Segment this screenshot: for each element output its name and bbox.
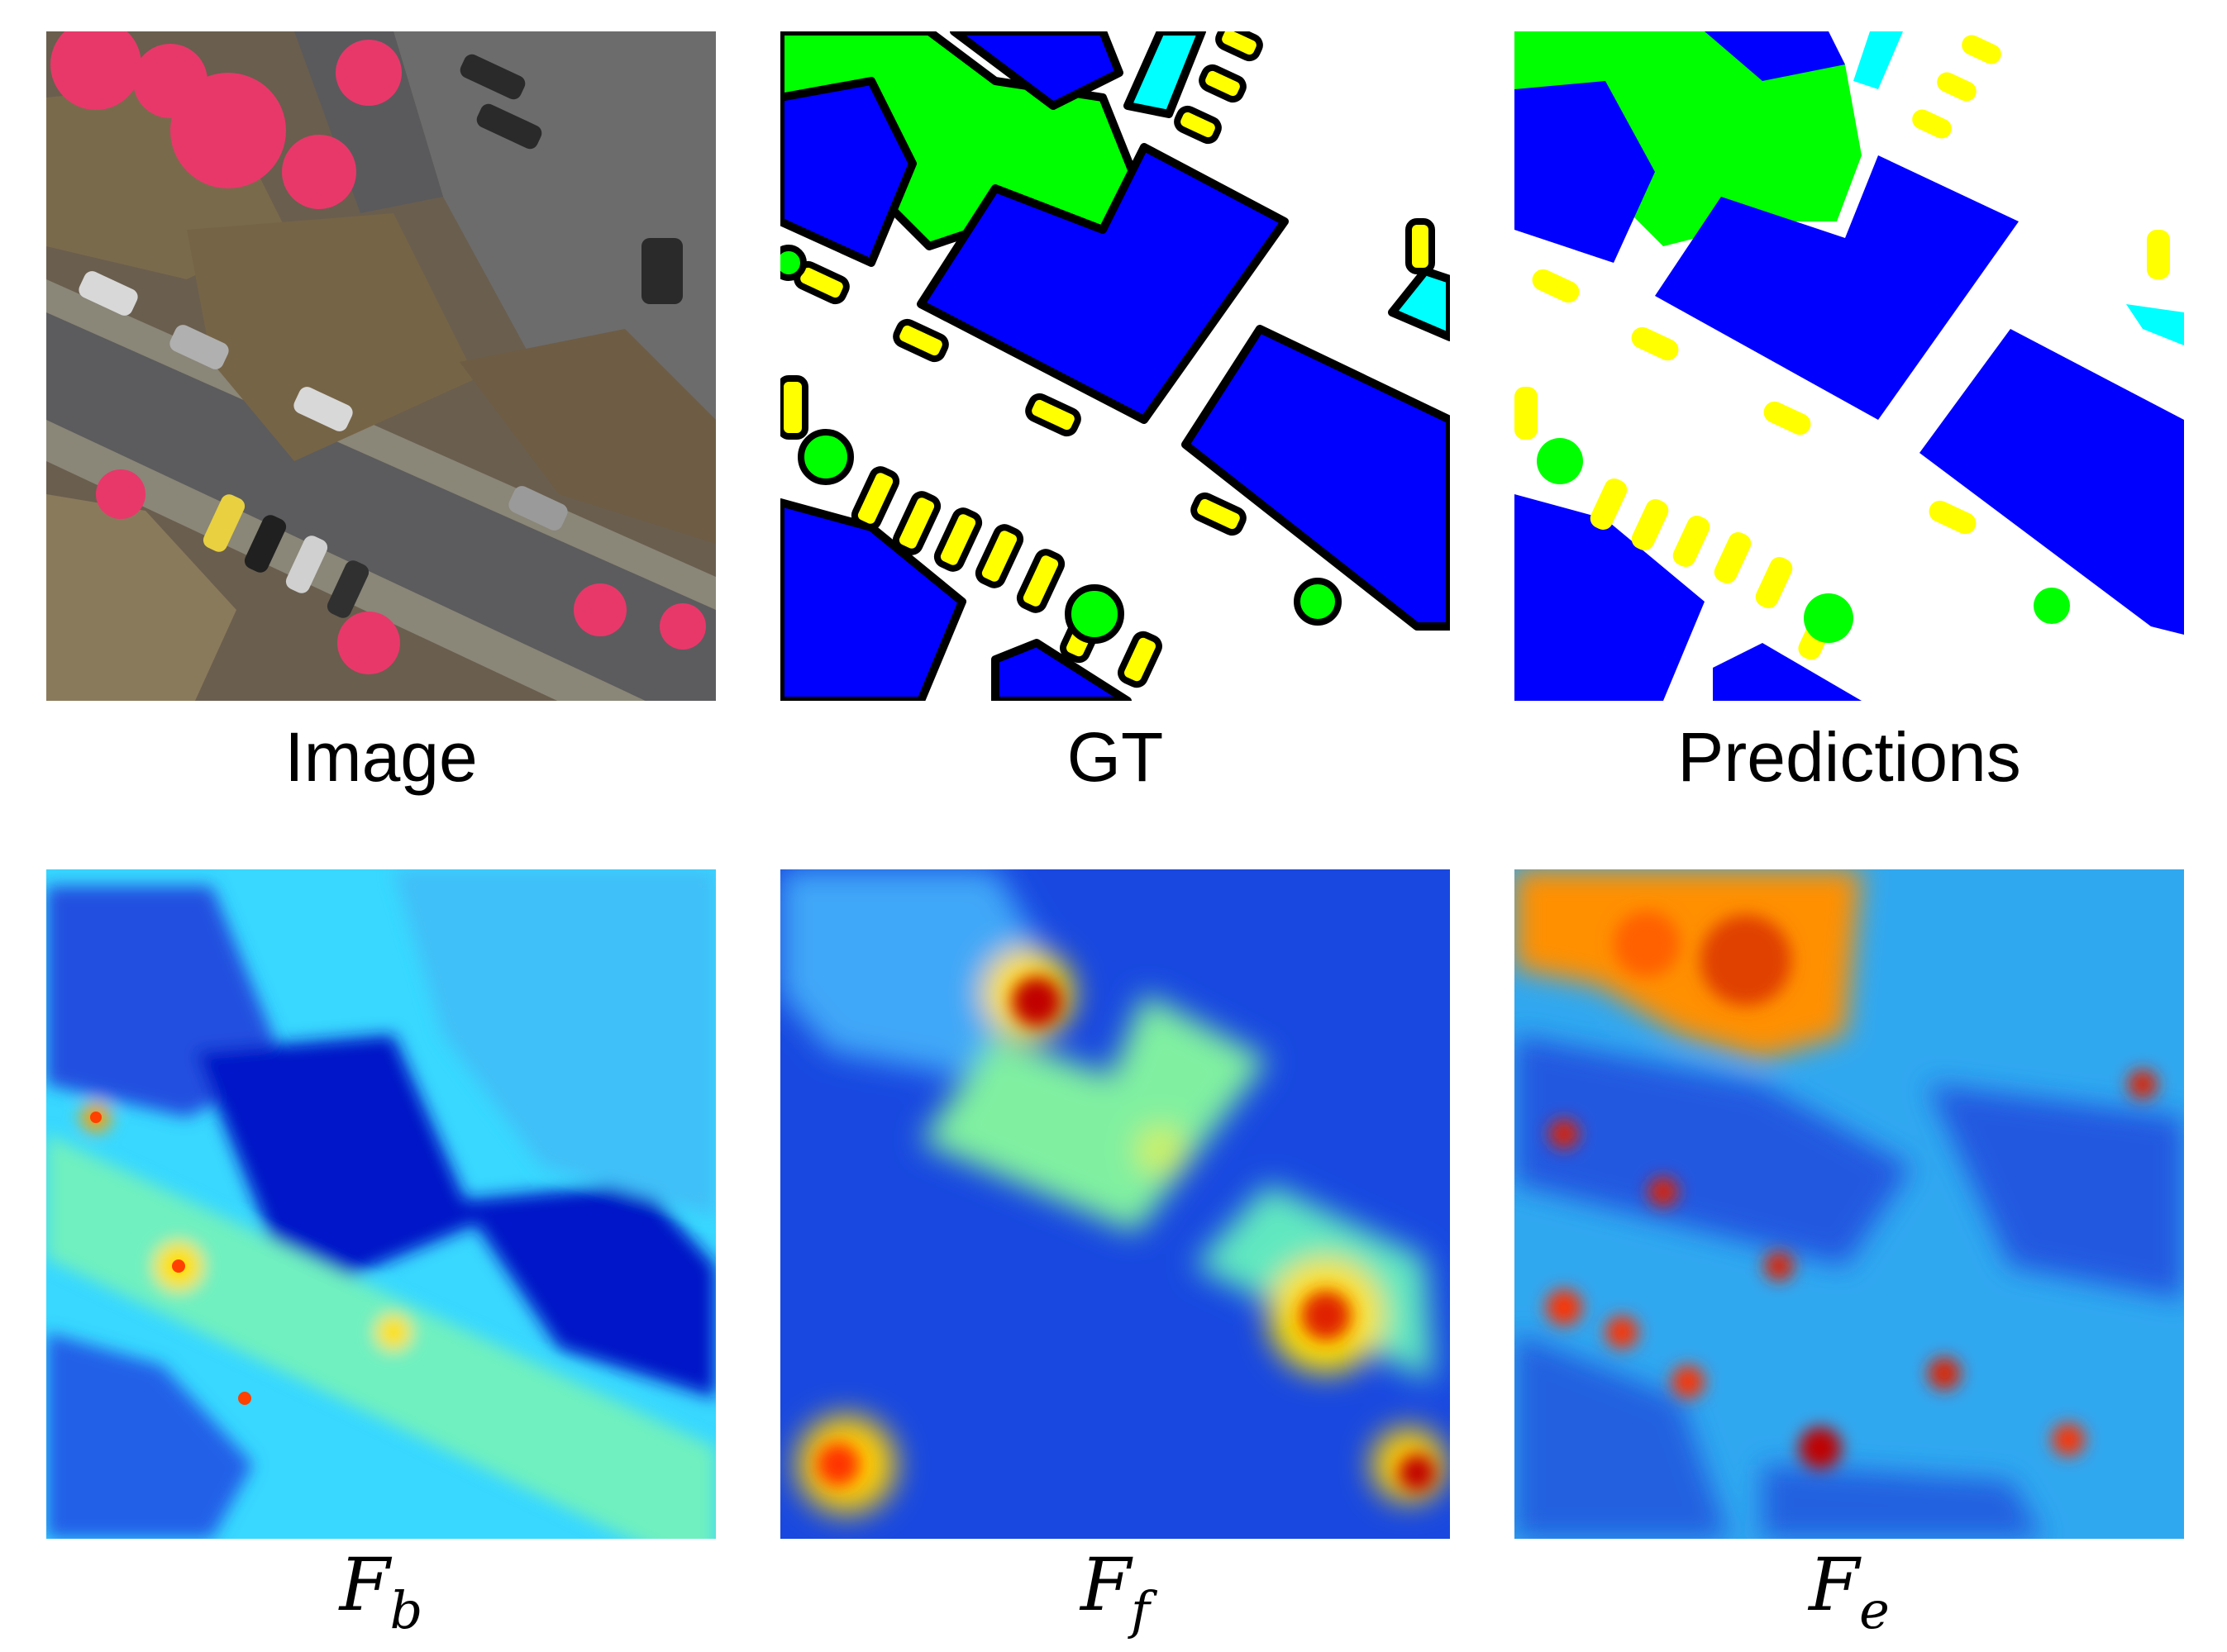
- caption-ff: Ff: [780, 1544, 1450, 1652]
- caption-fb-sub: b: [389, 1580, 423, 1640]
- heatmap-ff-panel: [780, 869, 1450, 1539]
- caption-fe-sub: e: [1859, 1580, 1890, 1640]
- caption-fe-main: F: [1809, 1542, 1860, 1627]
- aerial-image: [46, 31, 716, 701]
- tree-blobs: [50, 31, 706, 674]
- caption-gt: GT: [1066, 718, 1164, 796]
- predictions-panel: [1514, 31, 2184, 701]
- heatmap-fe-panel: [1514, 869, 2184, 1539]
- feature-heatmap-fe: [1514, 869, 2184, 1539]
- caption-ff-main: F: [1080, 1542, 1132, 1627]
- heatmap-fb-panel: [46, 869, 716, 1539]
- feature-heatmap-ff: [780, 869, 1450, 1539]
- caption-fb: Fb: [46, 1544, 716, 1652]
- ground-truth-panel: [780, 31, 1450, 701]
- caption-ff-sub: f: [1131, 1580, 1150, 1640]
- caption-predictions: Predictions: [1677, 718, 2021, 796]
- ground-truth-mask: [780, 31, 1450, 701]
- aerial-image-panel: [46, 31, 716, 701]
- caption-fe: Fe: [1514, 1544, 2184, 1652]
- prediction-mask: [1514, 31, 2184, 701]
- feature-heatmap-fb: [46, 869, 716, 1539]
- caption-image: Image: [284, 718, 478, 796]
- caption-fb-main: F: [339, 1542, 390, 1627]
